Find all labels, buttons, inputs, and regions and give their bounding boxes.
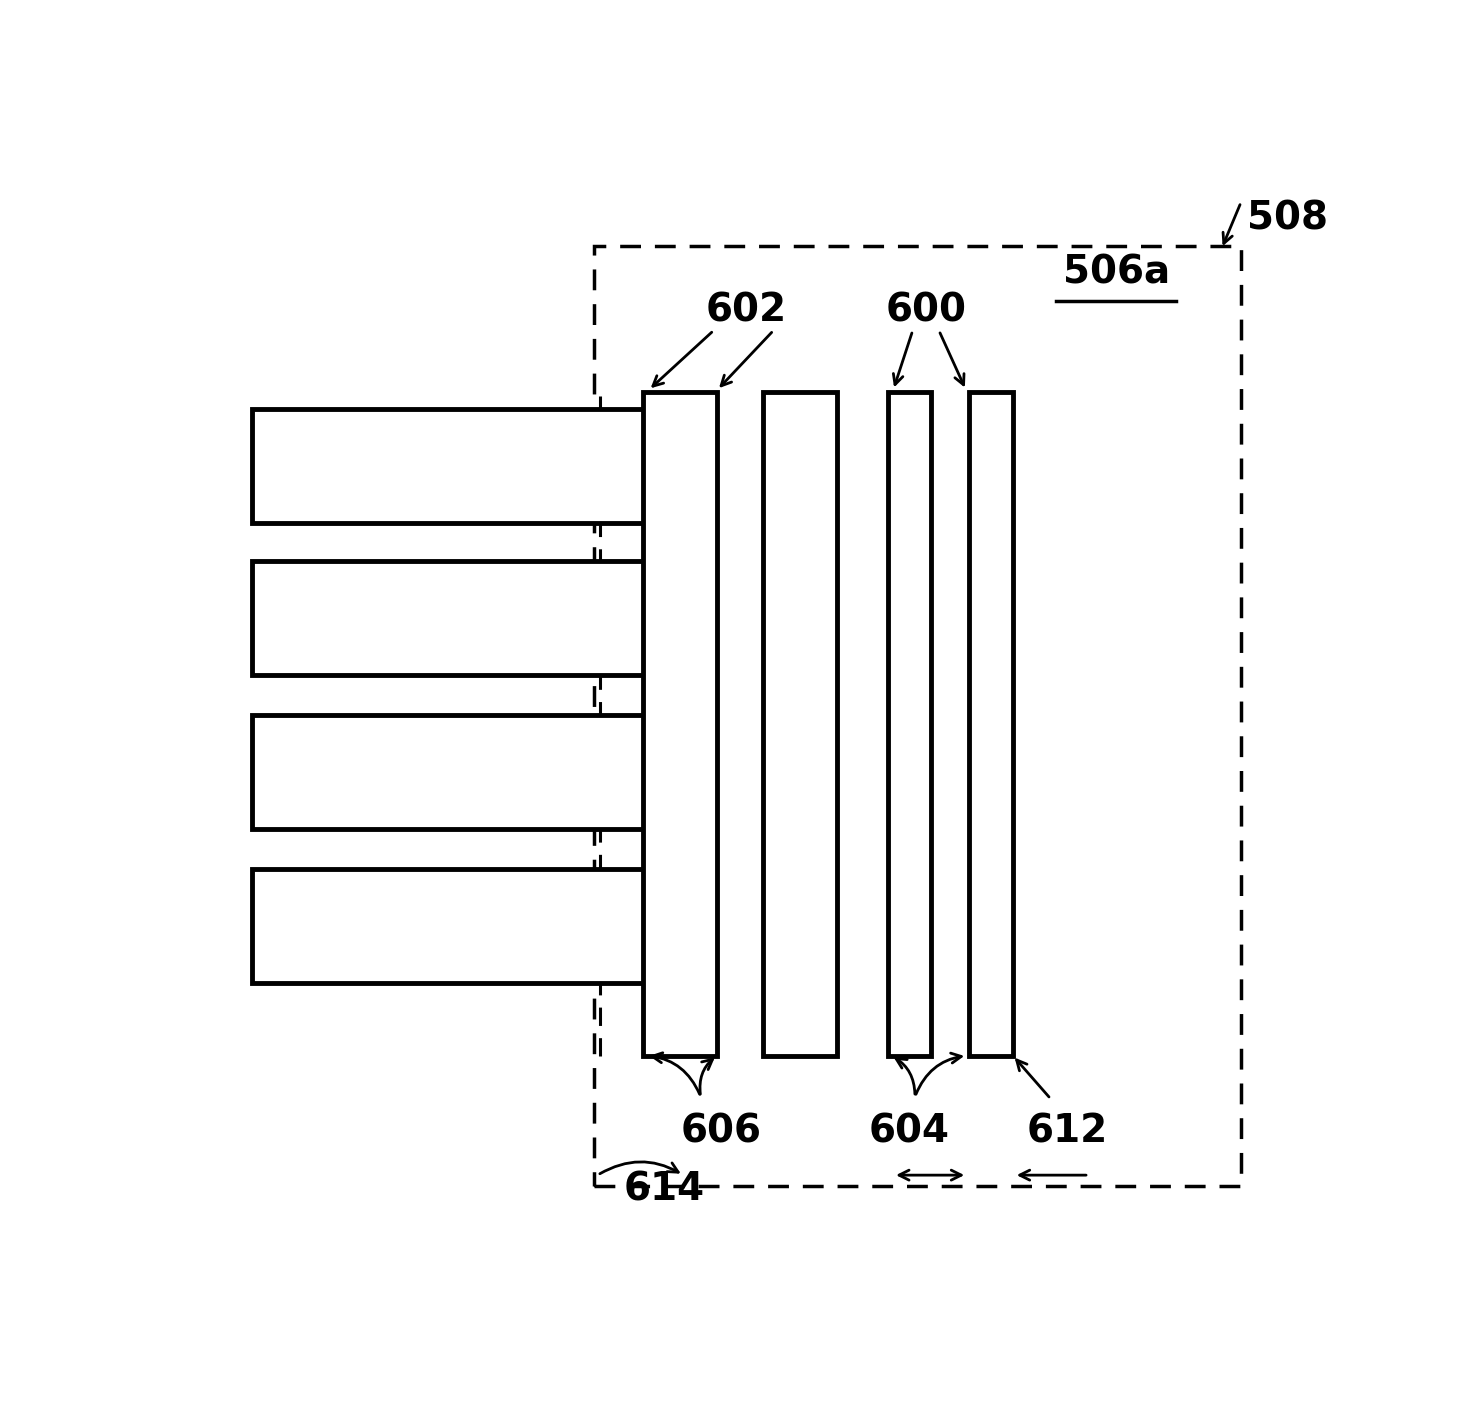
- Text: 604: 604: [868, 1113, 951, 1151]
- Text: 506a: 506a: [1064, 254, 1171, 292]
- Bar: [252, 868, 670, 983]
- Bar: [252, 561, 670, 675]
- Text: 508: 508: [1247, 199, 1328, 237]
- Bar: [252, 408, 670, 522]
- Text: 614: 614: [623, 1171, 704, 1209]
- Bar: [763, 393, 836, 1056]
- Text: 600: 600: [885, 292, 967, 330]
- Text: 606: 606: [681, 1113, 761, 1151]
- Bar: [970, 393, 1012, 1056]
- Text: 602: 602: [706, 292, 786, 330]
- Bar: [252, 716, 670, 829]
- Text: 612: 612: [1027, 1113, 1108, 1151]
- Bar: [888, 393, 932, 1056]
- Bar: [594, 246, 1241, 1186]
- Bar: [643, 393, 717, 1056]
